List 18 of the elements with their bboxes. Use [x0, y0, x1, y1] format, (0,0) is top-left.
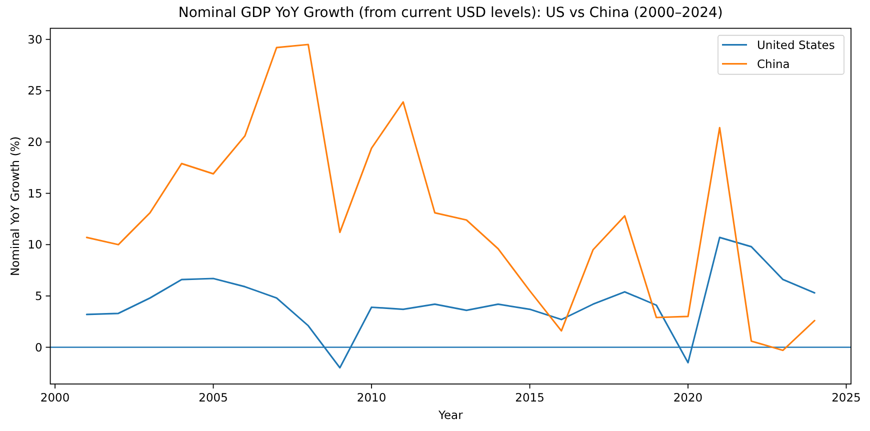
x-tick-label: 2010 — [356, 390, 386, 404]
x-axis-title: Year — [437, 408, 464, 422]
x-tick-label: 2020 — [673, 390, 703, 404]
legend-label: China — [757, 56, 790, 71]
x-tick-label: 2000 — [40, 390, 70, 404]
y-tick-label: 5 — [34, 288, 42, 303]
legend-label: United States — [757, 38, 835, 52]
y-tick-label: 30 — [28, 32, 42, 46]
chart-title: Nominal GDP YoY Growth (from current USD levels): US vs China (2000–2024) — [178, 5, 723, 21]
x-tick-label: 2015 — [515, 390, 544, 404]
x-tick-label: 2005 — [198, 390, 228, 404]
y-tick-label: 25 — [28, 84, 42, 98]
y-axis-title: Nominal YoY Growth (%) — [8, 136, 22, 276]
y-tick-label: 15 — [28, 186, 42, 200]
y-tick-label: 20 — [28, 135, 42, 150]
y-tick-label: 0 — [34, 340, 42, 354]
y-tick-label: 10 — [28, 238, 42, 252]
x-tick-label: 2025 — [832, 390, 861, 404]
